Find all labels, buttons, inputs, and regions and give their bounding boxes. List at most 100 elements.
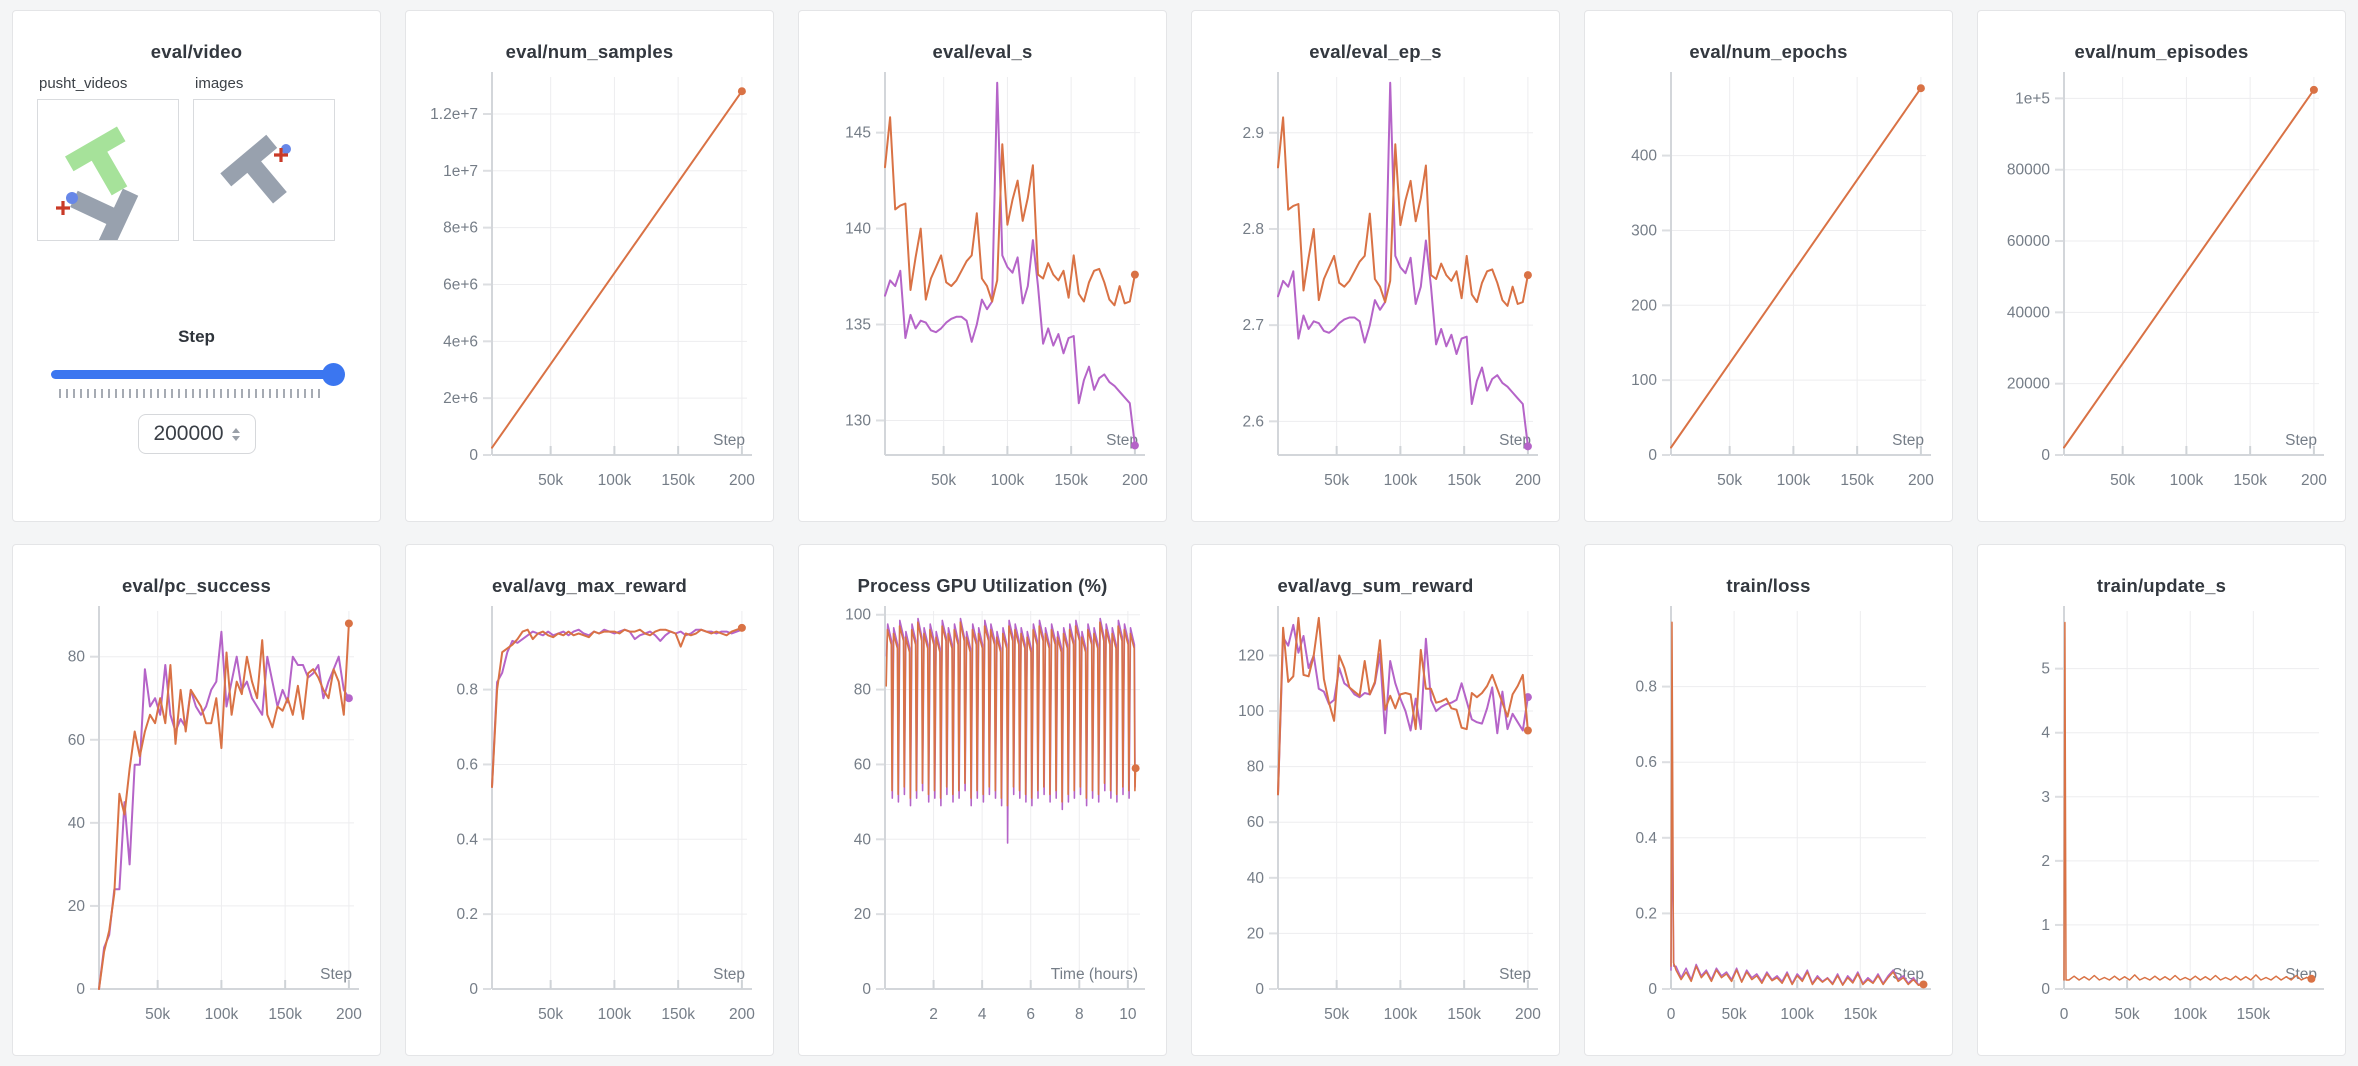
svg-text:0: 0	[2041, 447, 2050, 464]
svg-text:40000: 40000	[2007, 304, 2050, 321]
svg-text:130: 130	[845, 412, 871, 429]
panel-title: eval/video	[150, 41, 243, 62]
svg-text:4e+6: 4e+6	[443, 333, 478, 350]
stepper-arrows[interactable]	[231, 427, 240, 441]
svg-text:80: 80	[1247, 759, 1265, 776]
svg-text:150k: 150k	[1054, 472, 1088, 489]
svg-text:0: 0	[1667, 1006, 1676, 1023]
svg-text:200: 200	[1515, 1006, 1541, 1023]
svg-text:1: 1	[2041, 917, 2050, 934]
chart-eval-num-episodes[interactable]: 50k 100k 150k 200 0 20000 40000 60000 80000 1e+5 S…	[1992, 67, 2331, 507]
panel-title: eval/avg_sum_reward	[1277, 575, 1474, 596]
svg-text:100k: 100k	[598, 1006, 632, 1023]
media-item-images: images	[193, 75, 335, 241]
svg-text:200: 200	[1631, 297, 1657, 314]
svg-text:80: 80	[854, 682, 872, 699]
video-thumbnail-pusht-videos[interactable]	[37, 99, 179, 251]
svg-text:0.8: 0.8	[456, 682, 478, 699]
panel-train-loss: train/loss 0 50k 100k 150k 0 0.2 0.4 0.6 0.8 Step	[1584, 544, 1953, 1056]
svg-text:50k: 50k	[2115, 1006, 2140, 1023]
svg-text:50k: 50k	[1324, 1006, 1349, 1023]
svg-text:50k: 50k	[1717, 472, 1742, 489]
chart-eval-num-epochs[interactable]: 50k 100k 150k 200 0 100 200 300 400 Step	[1599, 67, 1938, 507]
svg-text:200: 200	[729, 472, 755, 489]
svg-text:50k: 50k	[145, 1006, 170, 1023]
media-label: images	[195, 75, 244, 92]
video-thumbnail-images[interactable]	[193, 99, 335, 241]
step-control: Step 200000	[27, 327, 366, 454]
svg-text:0: 0	[76, 981, 85, 998]
panel-title: eval/eval_ep_s	[1309, 41, 1442, 62]
svg-text:200: 200	[1515, 472, 1541, 489]
svg-text:10: 10	[1119, 1006, 1137, 1023]
svg-text:150k: 150k	[268, 1006, 302, 1023]
panel-train-update-s: train/update_s 0 50k 100k 150k 0 1 2 3 4 5 Step	[1977, 544, 2346, 1056]
chart-eval-pc-success[interactable]: 50k 100k 150k 200 0 20 40 60 80 Step	[27, 601, 366, 1041]
svg-text:0: 0	[1648, 447, 1657, 464]
svg-text:150k: 150k	[661, 1006, 695, 1023]
panel-title: eval/avg_max_reward	[491, 575, 688, 596]
slider-thumb[interactable]	[322, 363, 345, 386]
svg-text:50k: 50k	[931, 472, 956, 489]
svg-text:2.9: 2.9	[1242, 125, 1264, 142]
svg-text:1e+5: 1e+5	[2015, 90, 2050, 107]
svg-text:100k: 100k	[598, 472, 632, 489]
svg-text:2: 2	[929, 1006, 938, 1023]
svg-text:Step: Step	[1106, 432, 1138, 449]
chart-train-update-s[interactable]: 0 50k 100k 150k 0 1 2 3 4 5 Step	[1992, 601, 2331, 1041]
svg-text:150k: 150k	[1447, 1006, 1481, 1023]
svg-text:200: 200	[1908, 472, 1934, 489]
chart-gpu-utilization[interactable]: 2 4 6 8 10 0 20 40 60 80 100 Time (hours)	[813, 601, 1152, 1041]
svg-text:5: 5	[2041, 661, 2050, 678]
panel-title: Process GPU Utilization (%)	[857, 575, 1108, 596]
svg-text:8: 8	[1075, 1006, 1084, 1023]
svg-text:20: 20	[1247, 925, 1265, 942]
svg-text:100: 100	[1238, 703, 1264, 720]
svg-text:Step: Step	[1892, 432, 1924, 449]
svg-text:40: 40	[1247, 870, 1265, 887]
svg-text:Step: Step	[1499, 432, 1531, 449]
svg-text:50k: 50k	[538, 472, 563, 489]
svg-text:100k: 100k	[2173, 1006, 2207, 1023]
svg-text:200: 200	[2301, 472, 2327, 489]
svg-text:100k: 100k	[1384, 472, 1418, 489]
step-input[interactable]: 200000	[137, 414, 256, 454]
svg-text:140: 140	[845, 221, 871, 238]
svg-text:150k: 150k	[1447, 472, 1481, 489]
svg-text:3: 3	[2041, 789, 2050, 806]
svg-text:1.2e+7: 1.2e+7	[430, 106, 478, 123]
svg-text:100k: 100k	[205, 1006, 239, 1023]
chevron-down-icon[interactable]	[231, 435, 240, 441]
svg-text:80000: 80000	[2007, 162, 2050, 179]
slider-track[interactable]	[51, 370, 342, 379]
svg-text:50k: 50k	[2110, 472, 2135, 489]
svg-text:100k: 100k	[991, 472, 1025, 489]
svg-text:150k: 150k	[2233, 472, 2267, 489]
svg-text:300: 300	[1631, 222, 1657, 239]
svg-text:100k: 100k	[2170, 472, 2204, 489]
svg-text:100: 100	[845, 607, 871, 624]
panel-title: train/update_s	[2096, 575, 2227, 596]
step-slider[interactable]	[51, 363, 345, 386]
svg-text:60: 60	[1247, 814, 1265, 831]
svg-text:Step: Step	[713, 432, 745, 449]
chart-eval-eval-ep-s[interactable]: 50k 100k 150k 200 2.6 2.7 2.8 2.9 Step	[1206, 67, 1545, 507]
goal-cross-icon	[56, 201, 70, 215]
panel-title: eval/num_episodes	[2074, 41, 2249, 62]
chart-eval-num-samples[interactable]: 50k 100k 150k 200 0 2e+6 4e+6 6e+6 8e+6 1e+7 1.2e+…	[420, 67, 759, 507]
svg-text:400: 400	[1631, 148, 1657, 165]
svg-text:4: 4	[978, 1006, 987, 1023]
svg-text:2.6: 2.6	[1242, 413, 1264, 430]
svg-text:2.7: 2.7	[1242, 317, 1264, 334]
svg-text:0: 0	[2060, 1006, 2069, 1023]
chart-eval-eval-s[interactable]: 50k 100k 150k 200 130 135 140 145 Step	[813, 67, 1152, 507]
chart-eval-avg-sum-reward[interactable]: 50k 100k 150k 200 0 20 40 60 80 100 120 Step	[1206, 601, 1545, 1041]
media-label: pusht_videos	[39, 75, 128, 92]
step-value[interactable]: 200000	[153, 422, 224, 445]
chevron-up-icon[interactable]	[231, 427, 240, 433]
panel-eval-video: eval/video pusht_videos images	[12, 10, 381, 522]
media-row: pusht_videos images	[27, 75, 366, 251]
chart-train-loss[interactable]: 0 50k 100k 150k 0 0.2 0.4 0.6 0.8 Step	[1599, 601, 1938, 1041]
chart-eval-avg-max-reward[interactable]: 50k 100k 150k 200 0 0.2 0.4 0.6 0.8 Step	[420, 601, 759, 1041]
svg-text:40: 40	[68, 815, 86, 832]
